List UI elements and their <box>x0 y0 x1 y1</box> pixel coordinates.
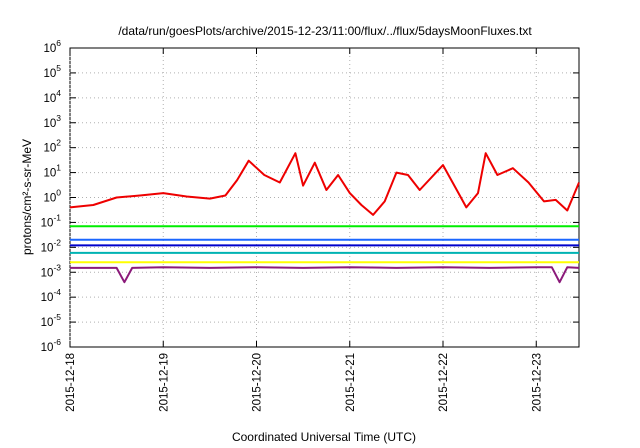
y-tick-label: 10-6 <box>41 337 62 354</box>
x-tick-label: 2015-12-22 <box>438 353 450 412</box>
series-line-1 <box>70 266 580 284</box>
y-tick-label: 103 <box>43 113 61 130</box>
x-tick-label: 2015-12-19 <box>158 353 170 412</box>
y-axis: 10-6 10-5 10-4 10-3 10-2 10-1 100 101 102 103 104 1… <box>41 38 579 354</box>
y-tick-label: 10-2 <box>41 237 62 254</box>
y-tick-label: 10-5 <box>41 312 62 329</box>
y-tick-label: 10-3 <box>41 262 62 279</box>
y-tick-label: 100 <box>43 188 61 205</box>
chart-title: /data/run/goesPlots/archive/2015-12-23/1… <box>118 24 532 38</box>
y-tick-label: 106 <box>43 38 61 55</box>
y-tick-label: 102 <box>43 138 61 155</box>
y-tick-label: 10-1 <box>41 212 62 229</box>
y-tick-label: 105 <box>43 63 61 80</box>
x-tick-label: 2015-12-20 <box>252 353 264 412</box>
x-tick-label: 2015-12-23 <box>531 353 543 412</box>
series-layer <box>69 152 580 284</box>
x-tick-label: 2015-12-21 <box>345 353 357 412</box>
y-tick-label: 10-4 <box>41 287 62 304</box>
y-tick-label: 104 <box>43 88 61 105</box>
y-axis-label: protons/cm²-s-sr-MeV <box>20 139 34 255</box>
x-tick-label: 2015-12-18 <box>65 353 77 412</box>
gridlines <box>69 48 579 347</box>
y-tick-label: 101 <box>43 163 61 180</box>
series-line-7 <box>69 152 580 216</box>
x-axis-label: Coordinated Universal Time (UTC) <box>232 430 416 444</box>
x-axis: 2015-12-18 2015-12-19 2015-12-20 2015-12-21… <box>65 48 543 412</box>
